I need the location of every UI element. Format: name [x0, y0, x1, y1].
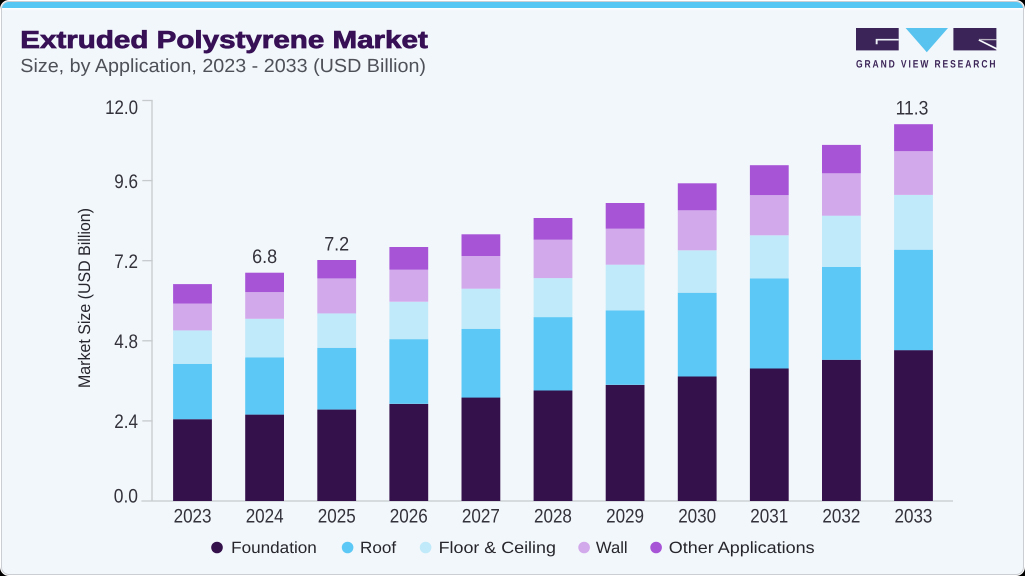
svg-text:2024: 2024 — [246, 506, 284, 528]
svg-text:Extruded Polystyrene Market: Extruded Polystyrene Market — [20, 27, 428, 54]
svg-text:Foundation: Foundation — [231, 539, 317, 557]
svg-text:7.2: 7.2 — [324, 233, 349, 255]
svg-text:Floor & Ceiling: Floor & Ceiling — [439, 539, 556, 557]
svg-text:2028: 2028 — [534, 506, 572, 528]
svg-text:9.6: 9.6 — [114, 171, 138, 193]
svg-text:Market Size (USD Billion): Market Size (USD Billion) — [75, 208, 94, 388]
svg-text:Wall: Wall — [596, 539, 628, 557]
svg-text:2033: 2033 — [895, 506, 933, 528]
svg-text:Other Applications: Other Applications — [669, 539, 815, 557]
svg-text:11.3: 11.3 — [896, 98, 929, 120]
svg-text:12.0: 12.0 — [105, 97, 138, 119]
svg-text:GRAND VIEW RESEARCH: GRAND VIEW RESEARCH — [856, 59, 997, 71]
svg-text:4.8: 4.8 — [114, 331, 138, 353]
svg-text:2025: 2025 — [318, 506, 356, 528]
svg-text:2027: 2027 — [462, 506, 500, 528]
svg-text:Size, by Application, 2023 - 2: Size, by Application, 2023 - 2033 (USD B… — [20, 56, 426, 77]
svg-text:2032: 2032 — [822, 506, 860, 528]
svg-text:2026: 2026 — [390, 506, 428, 528]
svg-text:2023: 2023 — [174, 506, 212, 528]
svg-text:2031: 2031 — [750, 506, 788, 528]
svg-text:2029: 2029 — [606, 506, 644, 528]
svg-text:6.8: 6.8 — [252, 246, 277, 268]
svg-text:2030: 2030 — [678, 506, 716, 528]
svg-text:Roof: Roof — [360, 539, 397, 557]
svg-text:7.2: 7.2 — [114, 251, 138, 273]
svg-text:0.0: 0.0 — [114, 486, 138, 508]
svg-text:2.4: 2.4 — [114, 411, 138, 433]
